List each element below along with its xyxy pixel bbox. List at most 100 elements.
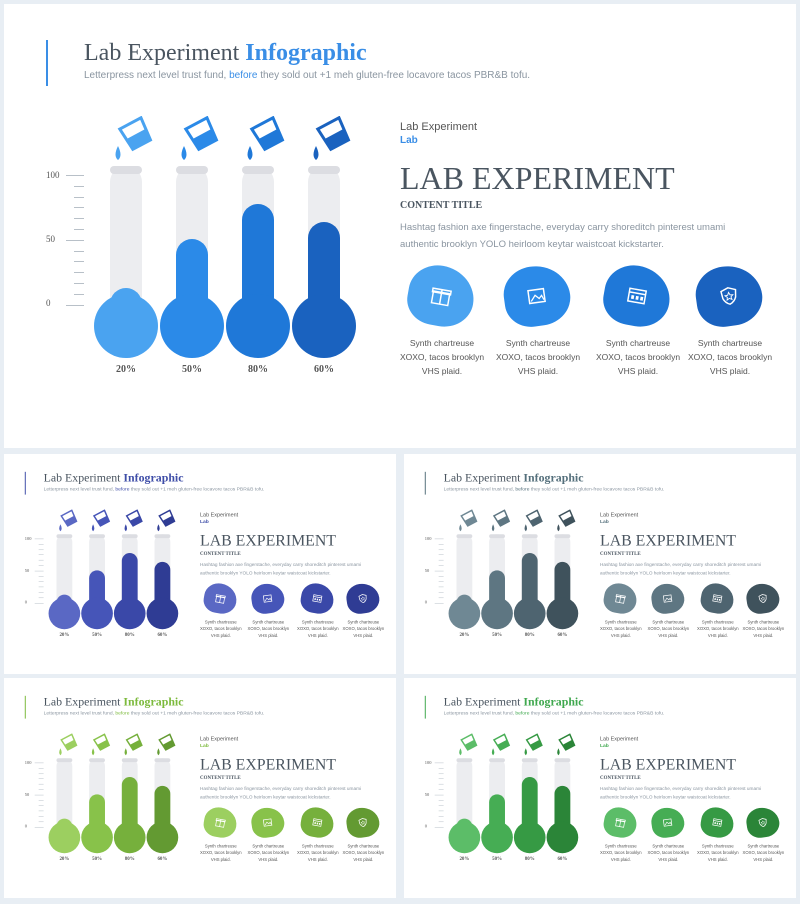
thermometer: 80% [113, 534, 146, 638]
scale-label-50: 50 [424, 791, 430, 797]
content-title: CONTENT TITLE [200, 775, 241, 781]
feature-caption: Synth chartreuse XOXO, tacos brooklyn VHS … [742, 843, 785, 863]
browser-icon [712, 594, 723, 603]
scale-label-50: 50 [424, 567, 430, 573]
feature-badge [744, 805, 782, 840]
feature-caption: Synth chartreuse XOXO, tacos brooklyn VHS … [199, 843, 242, 863]
slide-content: Lab Experiment Infographic Letterpress n… [4, 678, 396, 898]
feature-badge [692, 261, 766, 331]
thermometer: 60% [292, 166, 356, 375]
browser-icon [312, 594, 323, 603]
thermometer: 20% [48, 758, 81, 862]
slide-main: Lab Experiment Infographic Letterpress n… [4, 4, 796, 448]
title-accent: Infographic [123, 695, 184, 709]
percent-label: 20% [59, 856, 70, 862]
beaker-icon [557, 509, 576, 532]
thermometer-bulb [94, 294, 158, 358]
browser-icon [626, 287, 648, 305]
eyebrow-label: Lab Experiment [200, 511, 239, 518]
eyebrow-accent: Lab [600, 742, 609, 749]
beaker-icon [59, 509, 78, 532]
title-accent-bar [424, 471, 426, 495]
feature-caption: Synth chartreuse XOXO, tacos brooklyn VHS … [297, 843, 339, 863]
feature-caption: Synth chartreuse XOXO, tacos brooklyn VHS … [297, 619, 339, 639]
beaker-icon [459, 733, 478, 756]
feature-caption: Synth chartreuse XOXO, tacos brooklyn VHS … [247, 619, 290, 639]
shield-star-icon [758, 818, 767, 827]
thermometer-fill [554, 562, 571, 609]
image-icon [262, 594, 273, 603]
percent-label: 80% [524, 856, 535, 862]
gift-icon [430, 287, 452, 307]
feature-badge [599, 260, 675, 332]
feature-badge [249, 581, 287, 616]
thermometer-bulb [546, 821, 579, 854]
beaker-icon [491, 733, 511, 756]
body-text: Hashtag fashion axe fingerstache, everyd… [600, 561, 762, 576]
thermometer-fill [521, 777, 538, 833]
feature-badge [298, 581, 337, 617]
title-accent-bar [46, 40, 48, 86]
feature-badge [344, 805, 382, 840]
slide-title: Lab Experiment Infographic [443, 471, 584, 485]
thermometer-scale: 100 50 0 [40, 170, 90, 310]
thermometer-bulb [113, 821, 146, 854]
beaker-icon [524, 509, 543, 532]
content-title: CONTENT TITLE [200, 551, 241, 557]
eyebrow-label: Lab Experiment [600, 735, 639, 742]
thermometer-bulb [546, 597, 579, 630]
shield-star-icon [358, 818, 367, 827]
image-icon [527, 287, 546, 305]
gift-icon [215, 594, 226, 604]
thermometer-glass [456, 758, 473, 833]
scale-tick [74, 218, 84, 220]
scale-tick [74, 293, 84, 295]
slide-variant-lime: Lab Experiment Infographic Letterpress n… [4, 678, 396, 898]
thermometer-fill [154, 562, 171, 609]
gift-icon [215, 818, 226, 828]
slide-title: Lab Experiment Infographic [43, 695, 184, 709]
body-text: Hashtag fashion axe fingerstache, everyd… [600, 785, 762, 800]
slide-subtitle: Letterpress next level trust fund, befor… [84, 70, 531, 81]
headline: LAB EXPERIMENT [400, 160, 675, 196]
eyebrow-label: Lab Experiment [400, 121, 478, 133]
thermometer-scale: 100 50 0 [422, 536, 447, 605]
slide-title: Lab Experiment Infographic [443, 695, 584, 709]
headline: LAB EXPERIMENT [600, 531, 736, 550]
scale-label-100: 100 [424, 760, 432, 766]
feature-badge [249, 805, 287, 840]
headline: LAB EXPERIMENT [600, 755, 736, 774]
title-accent-bar [424, 695, 426, 719]
thermometer: 60% [146, 534, 179, 638]
thermometer-scale: 100 50 0 [422, 760, 447, 829]
thermometer: 80% [513, 534, 546, 638]
feature-badge [601, 581, 639, 617]
slide-subtitle: Letterpress next level trust fund, befor… [43, 710, 265, 717]
beaker-icon [157, 733, 176, 756]
scale-tick [74, 250, 84, 252]
slide-content: Lab Experiment Infographic Letterpress n… [404, 454, 796, 674]
scale-label-0: 0 [424, 599, 428, 605]
percent-label: 60% [557, 856, 568, 862]
title-accent: Infographic [523, 471, 584, 485]
feature-caption: Synth chartreuse XOXO, tacos brooklyn VHS … [595, 338, 681, 376]
feature-caption: Synth chartreuse XOXO, tacos brooklyn VHS … [697, 843, 739, 863]
eyebrow-label: Lab Experiment [200, 735, 239, 742]
scale-label-0: 0 [46, 298, 51, 308]
title-accent: Infographic [123, 471, 184, 485]
feature-badge [698, 805, 737, 841]
slide-subtitle: Letterpress next level trust fund, befor… [443, 486, 665, 493]
thermometer: 20% [48, 534, 81, 638]
scale-tick [74, 196, 84, 198]
image-icon [662, 594, 673, 603]
percent-label: 80% [124, 856, 135, 862]
thermometer-fill [521, 553, 538, 609]
slide-variant-slate: Lab Experiment Infographic Letterpress n… [404, 454, 796, 674]
thermometer-glass [56, 758, 73, 833]
beaker-icon [59, 733, 78, 756]
percent-label: 60% [557, 632, 568, 638]
slide-variant-indigo: Lab Experiment Infographic Letterpress n… [4, 454, 396, 674]
scale-tick [66, 175, 84, 176]
thermometer-fill [554, 786, 571, 833]
scale-label-50: 50 [24, 567, 30, 573]
